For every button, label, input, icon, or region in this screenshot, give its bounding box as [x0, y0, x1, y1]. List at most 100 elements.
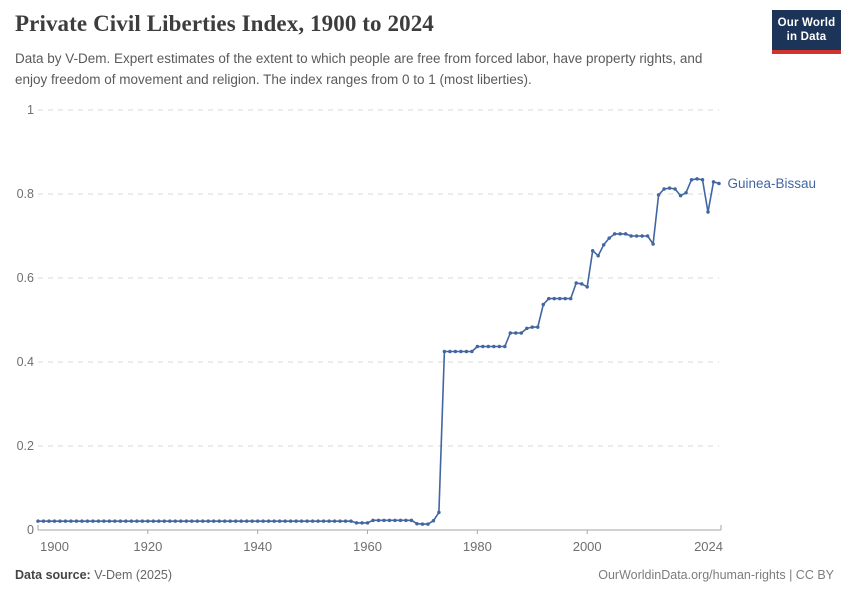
data-point-marker[interactable] — [514, 331, 518, 335]
data-point-marker[interactable] — [206, 519, 211, 523]
data-point-marker[interactable] — [448, 349, 452, 354]
data-point-marker[interactable] — [574, 281, 578, 285]
data-point-marker[interactable] — [124, 519, 128, 523]
data-point-marker[interactable] — [607, 236, 611, 240]
data-point-marker[interactable] — [140, 519, 145, 523]
data-point-marker[interactable] — [354, 521, 359, 525]
data-point-marker[interactable] — [437, 510, 441, 515]
data-point-marker[interactable] — [36, 519, 40, 523]
data-point-marker[interactable] — [151, 519, 156, 523]
data-point-marker[interactable] — [634, 234, 639, 238]
data-point-marker[interactable] — [244, 519, 249, 523]
data-point-marker[interactable] — [80, 519, 84, 523]
data-point-marker[interactable] — [310, 519, 315, 523]
data-point-marker[interactable] — [360, 521, 364, 525]
line-chart-plot-area[interactable]: 0 0.2 0.4 0.6 0.8 1 1900 1920 1940 1960 1980 2000 20… — [0, 95, 850, 555]
data-point-marker[interactable] — [541, 302, 546, 307]
data-point-marker[interactable] — [717, 181, 721, 186]
data-point-marker[interactable] — [623, 232, 628, 236]
data-point-marker[interactable] — [228, 519, 232, 523]
data-point-marker[interactable] — [261, 519, 265, 523]
data-point-marker[interactable] — [233, 519, 238, 523]
data-point-marker[interactable] — [283, 519, 287, 523]
data-point-marker[interactable] — [190, 519, 194, 523]
license-link[interactable]: OurWorldinData.org/human-rights | CC BY — [598, 568, 834, 582]
data-point-marker[interactable] — [492, 344, 496, 349]
data-point-marker[interactable] — [349, 519, 353, 523]
data-point-marker[interactable] — [113, 519, 117, 523]
data-point-marker[interactable] — [332, 519, 337, 523]
data-point-marker[interactable] — [107, 519, 112, 523]
data-point-marker[interactable] — [316, 519, 320, 523]
data-point-marker[interactable] — [376, 518, 381, 523]
data-point-marker[interactable] — [596, 253, 600, 258]
data-point-marker[interactable] — [41, 519, 46, 523]
entity-label[interactable]: Guinea-Bissau — [728, 176, 817, 191]
data-point-marker[interactable] — [239, 519, 243, 523]
data-point-marker[interactable] — [404, 518, 408, 523]
data-point-marker[interactable] — [689, 177, 694, 182]
data-point-marker[interactable] — [96, 519, 101, 523]
data-point-marker[interactable] — [629, 234, 633, 238]
data-point-marker[interactable] — [102, 519, 106, 523]
data-point-marker[interactable] — [272, 519, 276, 523]
data-point-marker[interactable] — [266, 519, 271, 523]
data-point-marker[interactable] — [442, 349, 447, 354]
data-point-marker[interactable] — [387, 518, 392, 523]
data-point-marker[interactable] — [250, 519, 254, 523]
data-point-marker[interactable] — [162, 519, 167, 523]
line-chart-svg[interactable]: 0 0.2 0.4 0.6 0.8 1 1900 1920 1940 1960 1980 2000 20… — [0, 95, 850, 555]
data-point-marker[interactable] — [294, 519, 298, 523]
data-point-marker[interactable] — [305, 519, 309, 523]
data-point-marker[interactable] — [129, 519, 134, 523]
data-point-marker[interactable] — [618, 232, 622, 236]
data-point-marker[interactable] — [470, 349, 474, 354]
data-point-marker[interactable] — [420, 522, 425, 526]
data-point-marker[interactable] — [678, 193, 683, 198]
data-point-marker[interactable] — [211, 519, 216, 523]
data-point-marker[interactable] — [525, 326, 529, 331]
data-point-marker[interactable] — [497, 344, 502, 349]
data-point-marker[interactable] — [47, 519, 51, 523]
data-point-marker[interactable] — [168, 519, 172, 523]
data-point-marker[interactable] — [656, 193, 661, 197]
data-point-marker[interactable] — [601, 243, 606, 247]
data-point-marker[interactable] — [91, 519, 95, 523]
data-point-marker[interactable] — [222, 519, 227, 523]
data-point-marker[interactable] — [459, 349, 463, 354]
data-point-marker[interactable] — [579, 282, 584, 286]
data-point-marker[interactable] — [74, 519, 79, 523]
data-point-marker[interactable] — [217, 519, 221, 523]
data-point-marker[interactable] — [651, 242, 655, 246]
data-point-marker[interactable] — [530, 325, 535, 329]
data-point-marker[interactable] — [52, 519, 57, 523]
data-point-marker[interactable] — [568, 296, 573, 301]
data-point-marker[interactable] — [590, 248, 595, 253]
trend-line[interactable] — [37, 178, 720, 525]
data-point-marker[interactable] — [179, 519, 183, 523]
data-point-marker[interactable] — [706, 210, 710, 214]
data-point-marker[interactable] — [585, 285, 589, 289]
data-point-marker[interactable] — [508, 331, 513, 335]
data-point-marker[interactable] — [711, 180, 716, 184]
data-point-marker[interactable] — [426, 522, 430, 526]
data-point-marker[interactable] — [700, 177, 705, 182]
data-point-marker[interactable] — [475, 344, 480, 349]
data-point-marker[interactable] — [415, 521, 419, 526]
data-point-marker[interactable] — [612, 232, 617, 236]
data-point-marker[interactable] — [464, 349, 469, 354]
data-point-marker[interactable] — [662, 187, 666, 191]
data-point-marker[interactable] — [135, 519, 139, 523]
data-point-marker[interactable] — [173, 519, 178, 523]
data-point-marker[interactable] — [321, 519, 326, 523]
data-point-marker[interactable] — [684, 190, 688, 195]
data-point-marker[interactable] — [536, 325, 540, 329]
data-point-marker[interactable] — [453, 349, 458, 354]
data-point-marker[interactable] — [481, 344, 485, 349]
data-point-marker[interactable] — [645, 234, 650, 238]
data-point-marker[interactable] — [69, 519, 73, 523]
data-point-marker[interactable] — [85, 519, 90, 523]
data-point-marker[interactable] — [398, 518, 403, 523]
data-point-marker[interactable] — [118, 519, 123, 523]
data-point-marker[interactable] — [299, 519, 304, 523]
